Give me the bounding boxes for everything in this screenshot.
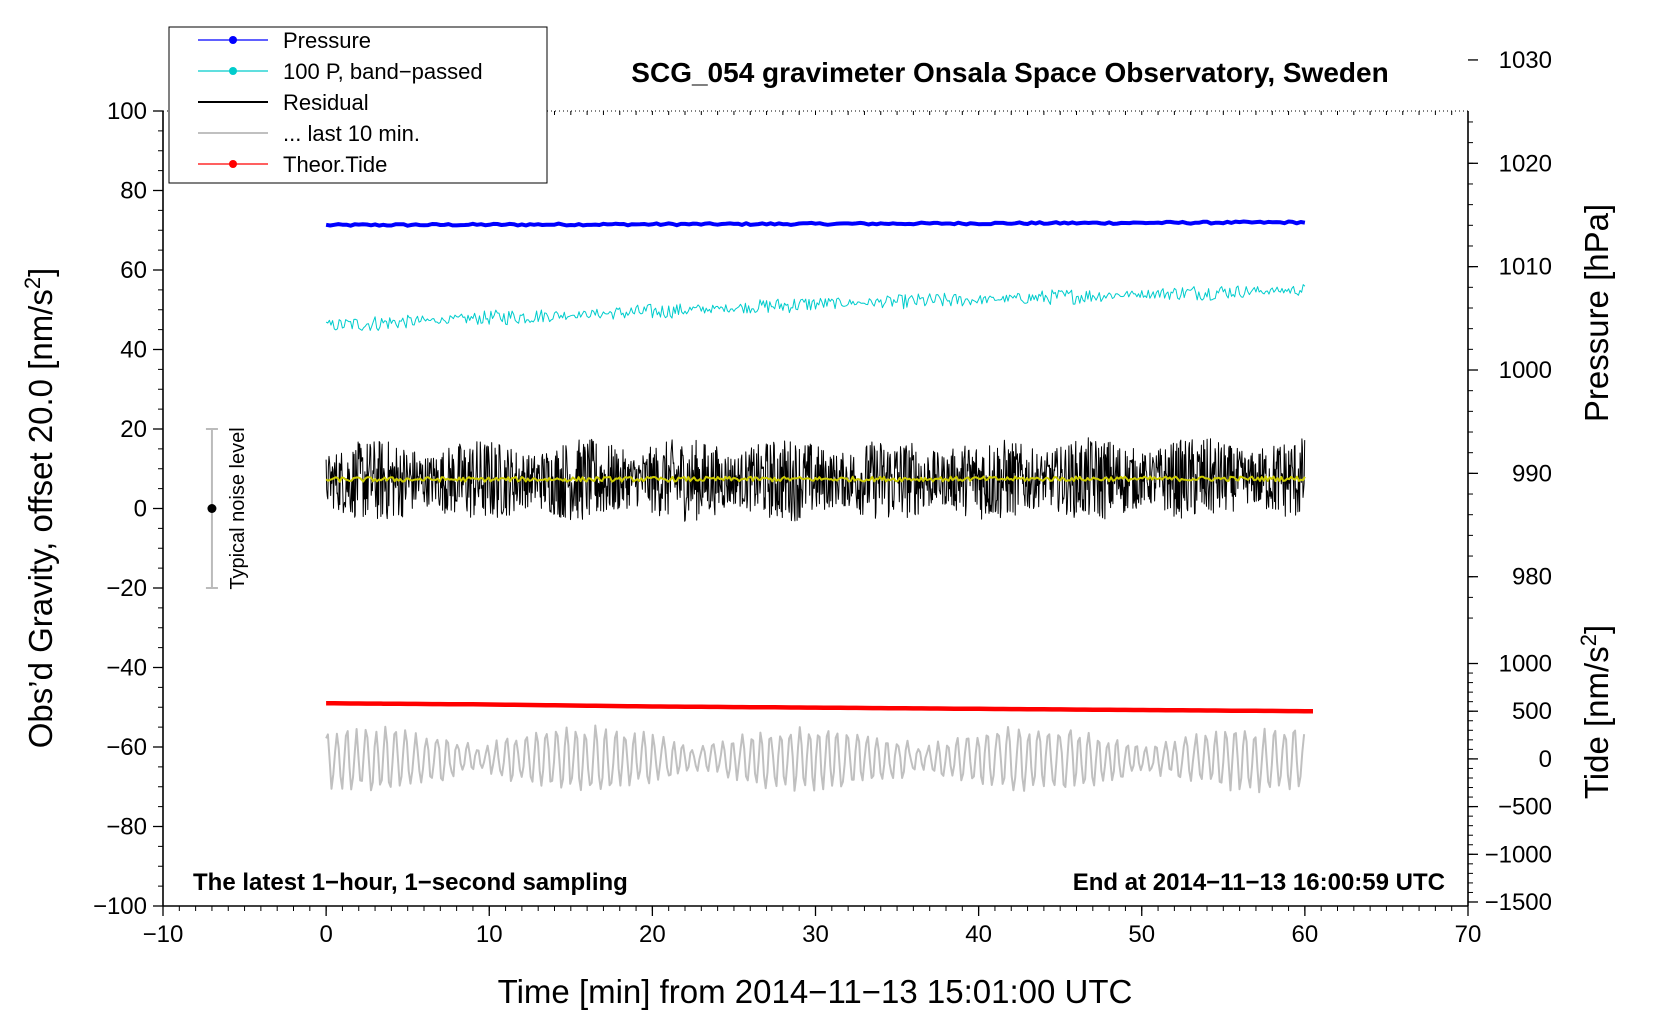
tide-tick-label: 1000 xyxy=(1499,651,1552,678)
series-smoothed-residual xyxy=(325,475,1306,483)
y-tick-label: 0 xyxy=(134,496,147,523)
tide-tick-label: 500 xyxy=(1512,698,1552,725)
x-axis-label: Time [min] from 2014−11−13 15:01:00 UTC xyxy=(498,973,1133,1010)
legend-box xyxy=(168,26,548,184)
tide-tick-label: −500 xyxy=(1498,794,1552,821)
y-axis-label-pressure: Pressure [hPa] xyxy=(1578,204,1615,422)
y-tick-label: −40 xyxy=(106,655,147,682)
y-tick-label: −60 xyxy=(106,734,147,761)
y-tick-label: −80 xyxy=(106,814,147,841)
legend-marker xyxy=(229,160,237,168)
x-tick-label: 70 xyxy=(1455,921,1482,948)
tide-tick-label: −1500 xyxy=(1485,889,1552,916)
y-tick-label: −20 xyxy=(106,575,147,602)
x-tick-label: −10 xyxy=(143,921,184,948)
series-residual xyxy=(325,437,1306,522)
pressure-tick-label: 990 xyxy=(1512,460,1552,487)
y-tick-label: −100 xyxy=(93,893,147,920)
series--last-10-min- xyxy=(325,724,1306,794)
x-tick-label: 40 xyxy=(965,921,992,948)
noise-bar-label: Typical noise level xyxy=(227,427,249,589)
chart-title: SCG_054 gravimeter Onsala Space Observat… xyxy=(631,57,1388,88)
x-tick-label: 60 xyxy=(1292,921,1319,948)
y-axis-label-left: Obs’d Gravity, offset 20.0 [nm/s2] xyxy=(20,268,59,749)
series-theor-tide xyxy=(326,701,1313,714)
series-pressure xyxy=(325,219,1306,228)
pressure-tick-label: 1030 xyxy=(1499,47,1552,74)
ticks-layer: −10 0 10 20 30 40 50 60 70−100−80−60−40−20020406… xyxy=(93,47,1552,948)
legend-label: Residual xyxy=(283,90,369,115)
pressure-tick-label: 1010 xyxy=(1499,254,1552,281)
tide-tick-label: 0 xyxy=(1539,746,1552,773)
legend-label: ... last 10 min. xyxy=(283,121,420,146)
series-100-p-band-passed xyxy=(325,284,1306,331)
annotation-end-time: End at 2014−11−13 16:00:59 UTC xyxy=(1073,869,1445,896)
x-tick-label: 30 xyxy=(802,921,829,948)
legend-label: 100 P, band−passed xyxy=(283,59,483,84)
legend-marker xyxy=(229,67,237,75)
x-tick-label: 10 xyxy=(476,921,503,948)
y-tick-label: 100 xyxy=(107,98,147,125)
y-axis-label-tide: Tide [nm/s2] xyxy=(1576,625,1615,799)
legend-label: Pressure xyxy=(283,28,371,53)
tide-tick-label: −1000 xyxy=(1485,841,1552,868)
legend-label: Theor.Tide xyxy=(283,152,387,177)
y-tick-label: 80 xyxy=(120,178,147,205)
y-tick-label: 60 xyxy=(120,257,147,284)
pressure-tick-label: 1020 xyxy=(1499,150,1552,177)
noise-layer: Typical noise level xyxy=(205,427,249,590)
y-tick-label: 40 xyxy=(120,337,147,364)
noise-bar-point xyxy=(207,504,217,513)
x-tick-label: 20 xyxy=(639,921,666,948)
legend: Pressure 100 P, band−passed Residual ... la… xyxy=(168,26,548,184)
y-tick-label: 20 xyxy=(120,416,147,443)
legend-marker xyxy=(229,36,237,44)
series-layer xyxy=(325,219,1313,794)
x-tick-label: 0 xyxy=(319,921,332,948)
pressure-tick-label: 1000 xyxy=(1499,357,1552,384)
annotation-sampling: The latest 1−hour, 1−second sampling xyxy=(193,869,628,896)
x-tick-label: 50 xyxy=(1128,921,1155,948)
pressure-tick-label: 980 xyxy=(1512,564,1552,591)
